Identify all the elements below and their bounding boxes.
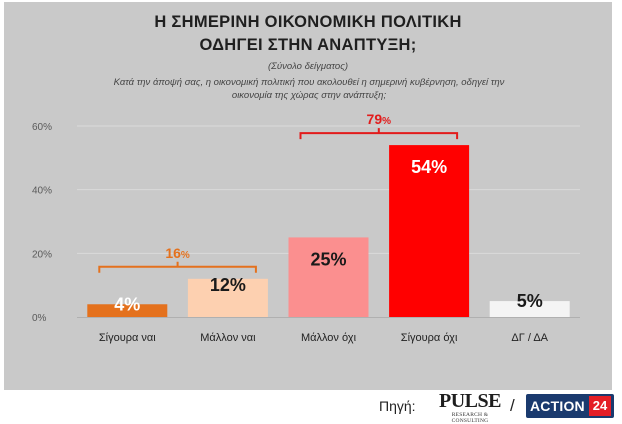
action24-logo-number: 24: [589, 396, 611, 416]
x-tick-label: ΔΓ / ΔΑ: [511, 332, 548, 344]
bar-value-label: 4%: [114, 294, 140, 314]
chart-panel: Η ΣΗΜΕΡΙΝΗ ΟΙΚΟΝΟΜΙΚΗ ΠΟΛΙΤΙΚΗ ΟΔΗΓΕΙ ΣΤ…: [4, 2, 612, 390]
chart-title-line-2: ΟΔΗΓΕΙ ΣΤΗΝ ΑΝΑΠΤΥΞΗ;: [199, 36, 417, 54]
bar-value-label: 5%: [517, 291, 543, 311]
bar-value-label: 25%: [310, 249, 346, 269]
y-tick-label: 60%: [32, 122, 52, 133]
y-tick-label: 0%: [32, 313, 47, 324]
group-bracket: [299, 128, 459, 140]
x-tick-label: Μάλλον ναι: [200, 332, 256, 344]
bar: [489, 301, 570, 317]
bar: [288, 237, 369, 317]
bar-value-label: 12%: [210, 275, 246, 295]
x-tick-label: Σίγουρα όχι: [401, 332, 458, 344]
y-tick-label: 40%: [32, 186, 52, 197]
bar: [187, 278, 268, 317]
source-label: Πηγή:: [379, 398, 416, 414]
chart-title-line-1: Η ΣΗΜΕΡΙΝΗ ΟΙΚΟΝΟΜΙΚΗ ΠΟΛΙΤΙΚΗ: [154, 13, 462, 31]
pulse-logo-name: PULSE: [439, 390, 501, 412]
y-tick-label: 20%: [32, 249, 52, 260]
bar-chart: 0% 20% 40% 60% 4% Σίγουρα ναι 12% Μάλλον ναι 25%…: [32, 111, 580, 344]
bar: [87, 304, 168, 317]
group-total-label: 79%: [367, 111, 392, 127]
chart-title: Η ΣΗΜΕΡΙΝΗ ΟΙΚΟΝΟΜΙΚΗ ΠΟΛΙΤΙΚΗ ΟΔΗΓΕΙ ΣΤ…: [4, 11, 612, 57]
group-total-label: 16%: [165, 245, 190, 261]
chart-subtitle: (Σύνολο δείγματος): [267, 61, 348, 72]
x-tick-label: Σίγουρα ναι: [99, 332, 156, 344]
source-footer: Πηγή: PULSE RESEARCH & CONSULTING / ACTI…: [0, 390, 622, 424]
survey-question: Κατά την άποψή σας, η οικονομική πολιτικ…: [113, 77, 505, 101]
pulse-logo-tagline: RESEARCH & CONSULTING: [451, 412, 489, 424]
group-bracket: [98, 261, 257, 273]
action24-logo-text: ACTION: [530, 398, 585, 414]
pulse-logo: PULSE RESEARCH & CONSULTING: [436, 390, 504, 424]
bar-value-label: 54%: [411, 157, 447, 177]
bar: [389, 145, 470, 317]
x-tick-label: Μάλλον όχι: [301, 332, 357, 344]
logo-separator: /: [510, 396, 515, 415]
action24-logo: ACTION 24: [526, 394, 614, 418]
